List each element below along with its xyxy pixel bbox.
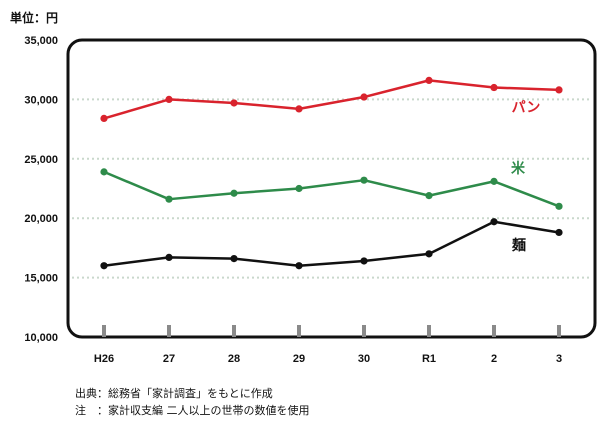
x-tick-label: 27 xyxy=(163,353,175,365)
data-point xyxy=(425,250,433,258)
data-point xyxy=(425,192,433,200)
data-point xyxy=(295,262,303,270)
data-point xyxy=(165,253,173,262)
data-point xyxy=(295,105,303,113)
data-point xyxy=(425,76,433,84)
x-tick-label: 3 xyxy=(556,353,562,365)
data-point xyxy=(360,176,368,184)
y-tick-label: 30,000 xyxy=(24,94,58,106)
series-label: パン xyxy=(512,100,541,116)
data-point xyxy=(490,218,498,226)
data-point xyxy=(360,257,368,265)
data-point xyxy=(360,93,368,101)
x-tick-label: H26 xyxy=(94,353,114,365)
data-point xyxy=(100,168,108,176)
source-note: 出典：総務省「家計調査」をもとに作成 xyxy=(75,387,273,400)
y-tick-label: 35,000 xyxy=(24,35,58,47)
series-line xyxy=(103,79,560,120)
data-point xyxy=(230,99,238,107)
data-point xyxy=(555,86,563,94)
data-point xyxy=(165,195,173,203)
data-point xyxy=(230,189,238,197)
x-tick-label: 29 xyxy=(293,353,305,365)
unit-label: 単位：円 xyxy=(10,11,59,25)
data-point xyxy=(165,95,173,103)
x-tick-label: 30 xyxy=(358,353,370,365)
data-point xyxy=(100,262,108,270)
series-label: 麺 xyxy=(511,237,526,254)
data-point xyxy=(555,202,563,210)
data-point xyxy=(295,184,303,193)
series-line xyxy=(103,220,560,267)
plot-frame xyxy=(66,38,597,339)
data-point xyxy=(100,114,108,123)
line-chart: 10,000 15,000 20,000 25,000 30,000 35,000 H26… xyxy=(24,35,597,365)
data-point xyxy=(230,254,238,263)
data-point xyxy=(555,228,563,237)
x-tick-label: 28 xyxy=(228,353,240,365)
x-tick-label: 2 xyxy=(491,353,497,365)
series-label: 米 xyxy=(511,160,526,177)
series-line xyxy=(103,170,560,208)
usage-note: 注 ：家計収支編 二人以上の世帯の数値を使用 xyxy=(75,404,310,417)
y-tick-label: 25,000 xyxy=(24,154,58,166)
y-tick-label: 20,000 xyxy=(24,213,58,225)
y-tick-label: 15,000 xyxy=(24,273,58,285)
data-point xyxy=(490,177,498,185)
data-point xyxy=(490,83,498,92)
y-tick-label: 10,000 xyxy=(24,332,58,344)
footnotes: 出典：総務省「家計調査」をもとに作成 注 ：家計収支編 二人以上の世帯の数値を使… xyxy=(75,385,310,419)
x-tick-label: R1 xyxy=(422,353,436,365)
